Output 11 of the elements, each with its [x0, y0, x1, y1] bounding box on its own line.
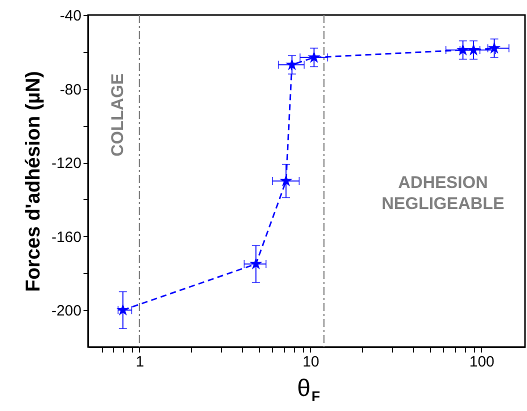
x-tick-label: 10 — [302, 354, 320, 370]
y-tick-label: -80 — [60, 81, 82, 98]
annotation: ADHESION NEGLIGEABLE — [382, 173, 504, 213]
x-tick-label: 1 — [136, 354, 144, 370]
y-tick-label: -120 — [51, 155, 82, 172]
y-tick-label: -40 — [60, 8, 82, 24]
y-tick-label: -200 — [51, 302, 82, 320]
annotation: COLLAGE — [108, 73, 127, 157]
x-tick-label: 100 — [469, 354, 494, 370]
y-axis-title: Forces d'adhésion (µN) — [22, 71, 44, 292]
y-tick-label: -160 — [51, 228, 82, 246]
